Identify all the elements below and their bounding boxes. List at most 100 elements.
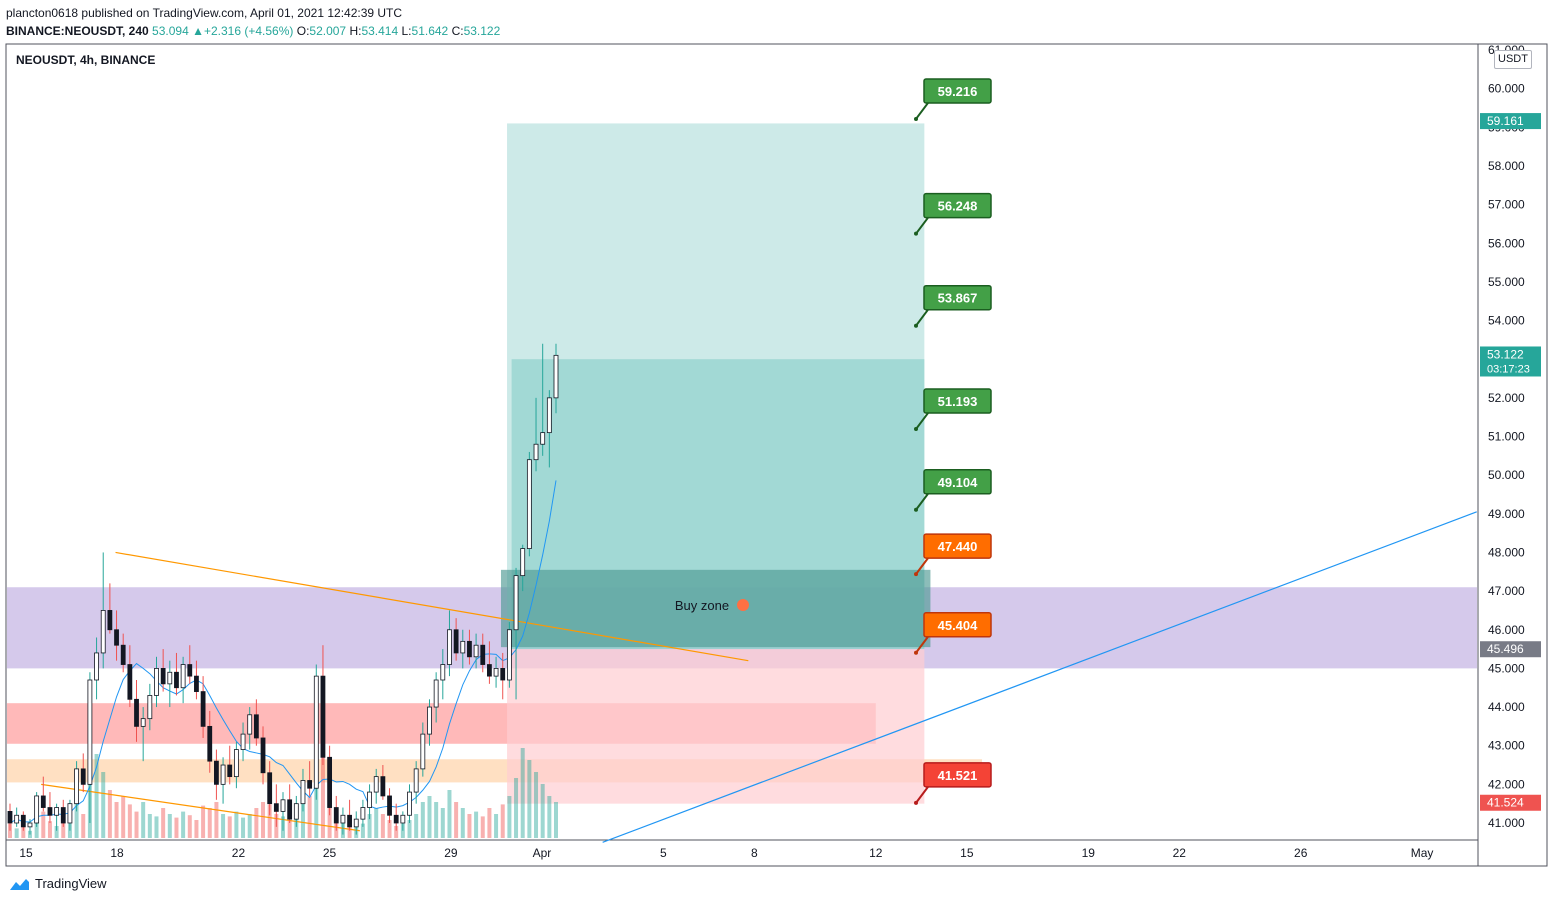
volume-bar <box>67 823 72 838</box>
target-pointer <box>915 636 929 654</box>
y-tick-label: 43.000 <box>1488 739 1525 753</box>
candle-body <box>67 803 73 824</box>
candle-body <box>27 822 33 828</box>
candle-body <box>480 644 486 665</box>
volume-bar <box>141 802 146 838</box>
volume-bar <box>201 805 206 838</box>
candle-body <box>160 668 166 685</box>
candle-body <box>187 664 193 677</box>
candle-body <box>207 725 213 762</box>
target-label-box[interactable] <box>923 388 992 414</box>
candle-body <box>87 679 93 785</box>
candle-body <box>14 814 20 824</box>
target-anchor <box>914 507 918 512</box>
volume-bar <box>387 820 392 838</box>
volume-bar <box>134 811 139 838</box>
candle-body <box>107 610 113 631</box>
candle-body <box>94 652 99 681</box>
target-label-box[interactable] <box>923 192 992 219</box>
volume-bar <box>14 828 19 838</box>
x-tick-label: 26 <box>1294 846 1308 860</box>
target-pointer <box>915 557 929 575</box>
volume-bar <box>287 820 292 838</box>
volume-bar <box>394 826 399 838</box>
price-badge-countdown: 03:17:23 <box>1487 363 1530 375</box>
y-tick-label: 47.000 <box>1488 584 1525 598</box>
orange-lower-trendline[interactable] <box>41 783 360 832</box>
target-label-box[interactable] <box>923 762 992 788</box>
candle-body <box>80 768 86 785</box>
y-tick-label: 41.000 <box>1488 816 1525 830</box>
price-badge <box>1480 113 1541 130</box>
candle-body <box>100 610 106 654</box>
candle-body <box>453 629 459 654</box>
candle-body <box>506 629 512 681</box>
y-tick-label: 54.000 <box>1488 314 1525 328</box>
volume-bar <box>107 790 112 838</box>
target-anchor <box>914 650 918 655</box>
volume-bar <box>314 766 319 838</box>
candle-body <box>307 780 313 789</box>
candle-body <box>373 776 379 793</box>
open-value: 52.007 <box>309 24 347 38</box>
buy-zone-label: Buy zone <box>675 598 729 613</box>
target-label-box[interactable] <box>923 78 992 104</box>
candle-body <box>114 629 119 646</box>
tradingview-logo[interactable]: TradingView <box>6 876 107 891</box>
target-anchor <box>914 800 918 805</box>
y-tick-label: 48.000 <box>1488 545 1525 559</box>
volume-bar <box>121 796 126 838</box>
candle-body <box>240 733 246 750</box>
candle-body <box>360 807 366 820</box>
volume-bar <box>300 802 305 838</box>
volume-bar <box>34 820 39 838</box>
candle-body <box>447 629 452 665</box>
x-tick-label: 22 <box>1173 846 1187 860</box>
candle-body <box>460 640 466 654</box>
volume-bar <box>194 820 199 838</box>
price-badge-value: 59.161 <box>1487 114 1524 128</box>
volume-bar <box>167 814 172 838</box>
target-anchor <box>914 231 918 236</box>
volume-bar <box>447 790 452 838</box>
volume-bar <box>61 816 66 838</box>
x-tick-label: 15 <box>19 846 33 860</box>
volume-bar <box>41 811 46 838</box>
volume-bar <box>434 802 439 838</box>
target-label-box[interactable] <box>923 469 992 495</box>
orange-trendline[interactable] <box>115 551 749 662</box>
x-tick-label: 19 <box>1082 846 1096 860</box>
publisher-text: plancton0618 published on TradingView.co… <box>6 6 403 20</box>
volume-bar <box>467 814 472 838</box>
volume-bar <box>127 804 132 838</box>
ohlc-line: BINANCE:NEOUSDT, 240 53.094 ▲+2.316 (+4.… <box>6 22 500 40</box>
volume-bar <box>360 823 365 838</box>
volume-bar <box>74 802 79 838</box>
high-label: H: <box>349 24 362 38</box>
target-label-box[interactable] <box>923 612 992 638</box>
y-tick-label: 57.000 <box>1488 198 1525 212</box>
blue-trendline[interactable] <box>602 511 1477 843</box>
candle-body <box>247 714 253 735</box>
price-badge <box>1480 794 1541 811</box>
target-label-text: 41.521 <box>938 768 978 783</box>
target-anchor <box>914 427 918 432</box>
volume-bar <box>307 796 312 838</box>
price-badge <box>1480 641 1541 658</box>
candle-body <box>233 749 239 778</box>
target-label-box[interactable] <box>923 284 992 311</box>
target-label-box[interactable] <box>923 533 992 559</box>
candle-body <box>74 768 79 805</box>
chart-frame <box>5 43 1548 867</box>
volume-bar <box>161 808 166 838</box>
candle-body <box>380 776 386 797</box>
volume-bar <box>47 821 52 838</box>
volume-bar <box>480 816 485 838</box>
y-tick-label: 45.000 <box>1488 661 1525 675</box>
volume-bar <box>234 811 239 838</box>
volume-bar <box>261 802 266 838</box>
volume-bar <box>514 778 519 838</box>
currency-button[interactable]: USDT <box>1494 50 1532 69</box>
candle-body <box>60 807 66 824</box>
